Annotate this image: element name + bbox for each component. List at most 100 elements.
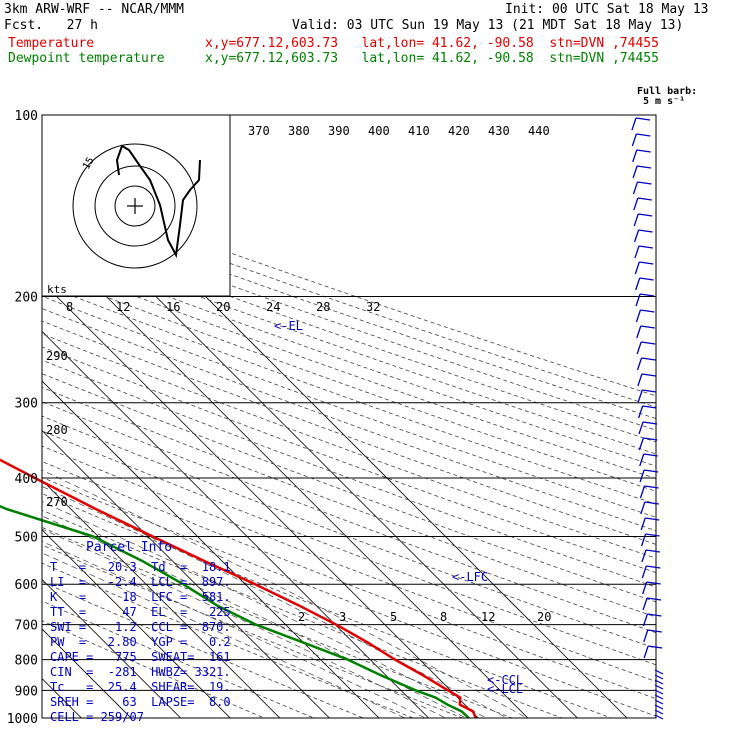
wind-barb bbox=[634, 245, 640, 259]
hodograph-ring bbox=[94, 165, 176, 247]
wind-barb bbox=[639, 293, 655, 297]
temperature-line bbox=[0, 458, 477, 719]
moist-adiabat bbox=[42, 501, 488, 718]
plot-frame bbox=[41, 114, 657, 719]
theta-label: 420 bbox=[448, 124, 470, 138]
wind-barb bbox=[642, 405, 657, 409]
wind-barb bbox=[647, 629, 662, 633]
dewpoint-location: x,y=677.12,603.73 lat,lon= 41.62, -90.58… bbox=[205, 51, 659, 66]
wind-barb bbox=[635, 117, 651, 121]
dry-adiabat bbox=[42, 308, 656, 532]
parcel-annotation: <-LCL bbox=[487, 682, 523, 696]
wind-barb bbox=[637, 197, 652, 201]
pressure-label: 600 bbox=[15, 578, 38, 593]
wind-barb bbox=[635, 277, 641, 291]
wind-barb bbox=[639, 485, 646, 499]
wind-barb bbox=[631, 117, 637, 131]
wind-barb bbox=[645, 549, 661, 553]
mixing-ratio-label: 3 bbox=[339, 610, 346, 624]
kt-mark-label: 280 bbox=[46, 423, 68, 437]
wind-barb bbox=[632, 181, 639, 195]
theta-label: 440 bbox=[528, 124, 550, 138]
kts-label: 12 bbox=[116, 300, 130, 314]
stat-row: T = 20.3 Td = 18.1 bbox=[50, 560, 231, 574]
wind-barbs bbox=[631, 117, 664, 720]
wind-barb bbox=[642, 597, 648, 611]
chart-grid bbox=[42, 115, 656, 718]
wind-barb bbox=[637, 181, 652, 185]
moist-adiabat bbox=[42, 552, 406, 718]
wind-barb bbox=[639, 277, 654, 281]
wind-barb bbox=[638, 229, 653, 233]
dry-adiabat bbox=[42, 600, 315, 718]
wind-barb bbox=[634, 261, 640, 275]
wind-barb bbox=[636, 325, 642, 339]
pressure-label: 200 bbox=[15, 291, 38, 306]
hodograph-ring bbox=[72, 143, 198, 269]
isotherm bbox=[42, 380, 380, 718]
wind-barb bbox=[633, 229, 640, 243]
dry-adiabat bbox=[42, 476, 656, 717]
kts-label: 16 bbox=[166, 300, 180, 314]
dry-adiabat bbox=[42, 415, 656, 650]
isotherm bbox=[42, 578, 182, 718]
stat-row: CELL = 259/07 bbox=[50, 710, 144, 724]
model-title: 3km ARW-WRF -- NCAR/MMM bbox=[4, 2, 185, 17]
valid-time: Valid: 03 UTC Sun 19 May 13 (21 MDT Sat … bbox=[292, 18, 684, 33]
stat-row: Tc = 25.4 SHEAR= 19. bbox=[50, 680, 231, 694]
dry-adiabat bbox=[42, 237, 656, 455]
wind-barb bbox=[648, 645, 663, 649]
isotherm bbox=[42, 529, 231, 718]
wind-barb bbox=[641, 373, 656, 377]
theta-label: 390 bbox=[328, 124, 350, 138]
kts-label: 28 bbox=[316, 300, 330, 314]
wind-barb bbox=[641, 341, 656, 345]
parcel-annotation: <-LFC bbox=[452, 570, 488, 584]
kts-label: 8 bbox=[66, 300, 73, 314]
theta-label: 430 bbox=[488, 124, 510, 138]
wind-barb bbox=[633, 197, 639, 211]
wind-barb bbox=[638, 421, 644, 435]
dry-adiabat bbox=[42, 401, 656, 634]
hodograph-ring-label: 15 bbox=[81, 156, 97, 172]
theta-label: 400 bbox=[368, 124, 390, 138]
pressure-label: 700 bbox=[15, 619, 38, 634]
wind-barb bbox=[636, 133, 651, 137]
stat-row: SWI = 1.2 CCL = 870. bbox=[50, 620, 231, 634]
parcel-info-title: Parcel Info bbox=[86, 540, 173, 555]
isotherm bbox=[42, 231, 529, 718]
wind-barb bbox=[640, 533, 647, 547]
wind-barb bbox=[640, 501, 646, 515]
kts-label: 32 bbox=[366, 300, 380, 314]
dry-adiabat bbox=[42, 430, 656, 666]
wind-barb bbox=[637, 389, 643, 403]
wind-barb bbox=[639, 261, 654, 265]
pressure-label: 900 bbox=[15, 684, 38, 699]
wind-barb bbox=[641, 357, 656, 361]
stat-row: PW = 2.80 YGP = 0.2 bbox=[50, 635, 231, 649]
dry-adiabat bbox=[42, 194, 656, 408]
wind-barb bbox=[643, 453, 658, 457]
wind-barb bbox=[635, 293, 641, 307]
kt-mark-label: 290 bbox=[46, 349, 68, 363]
wind-barb bbox=[654, 689, 664, 695]
pressure-label: 1000 bbox=[7, 712, 38, 727]
dry-adiabat bbox=[42, 581, 365, 718]
wind-barb bbox=[644, 469, 659, 473]
wind-barb bbox=[644, 485, 659, 489]
dewpoint-line bbox=[0, 504, 470, 719]
hodograph-ring bbox=[114, 185, 156, 227]
wind-barb bbox=[641, 565, 647, 579]
wind-barb bbox=[643, 645, 649, 659]
dewpoint-legend: Dewpoint temperature bbox=[8, 51, 165, 66]
hodograph-inset: 15 bbox=[41, 114, 231, 297]
pressure-label: 300 bbox=[15, 397, 38, 412]
parcel-annotation: <-EL bbox=[274, 319, 303, 333]
temperature-legend: Temperature bbox=[8, 36, 95, 51]
wind-barb bbox=[646, 565, 661, 569]
dry-adiabat bbox=[42, 295, 656, 518]
dry-adiabat bbox=[42, 260, 656, 479]
moist-adiabat bbox=[42, 528, 447, 718]
wind-barb bbox=[654, 704, 664, 710]
dry-adiabat bbox=[42, 271, 656, 492]
